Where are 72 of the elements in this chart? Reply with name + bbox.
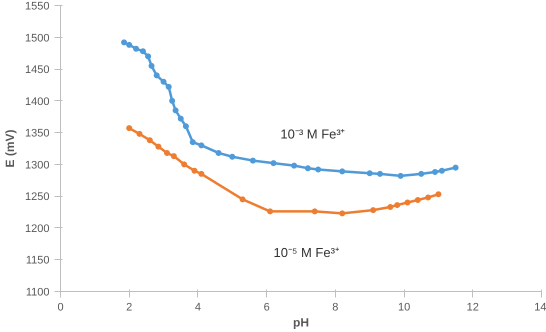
x-tick-label: 10	[398, 302, 410, 314]
y-tick-label: 1450	[25, 64, 50, 76]
point	[126, 125, 132, 132]
y-tick-label: 1500	[25, 32, 50, 44]
point	[387, 204, 394, 210]
x-tick-label: 6	[264, 302, 270, 314]
x-tick-label: 0	[57, 302, 64, 314]
point	[304, 165, 311, 172]
point	[155, 144, 162, 150]
x-tick-label: 12	[466, 302, 479, 314]
x-tick-label: 4	[194, 302, 201, 314]
y-tick-label: 1150	[26, 254, 50, 267]
point	[394, 202, 400, 208]
point	[140, 48, 146, 54]
point	[190, 139, 196, 146]
point	[425, 194, 432, 200]
y-tick-label: 1350	[25, 128, 50, 140]
point	[452, 164, 459, 171]
point	[169, 98, 176, 104]
point	[133, 46, 140, 52]
y-tick-label: 1100	[26, 286, 50, 298]
point	[160, 78, 167, 85]
x-axis-title: pH	[293, 316, 309, 330]
x-tick-label: 2	[126, 302, 132, 314]
point	[291, 162, 298, 169]
point	[267, 208, 274, 214]
text: 10⁻⁵ M Fe³⁺	[274, 245, 339, 260]
point	[404, 200, 411, 206]
x-tick-label: 8	[332, 302, 338, 314]
y-tick-label: 1200	[25, 222, 50, 235]
point	[170, 153, 177, 160]
point	[126, 42, 132, 48]
point	[146, 137, 153, 144]
point	[377, 170, 384, 177]
point	[198, 142, 204, 148]
point	[315, 166, 322, 172]
point	[181, 161, 188, 168]
y-axis-title: E (mV)	[3, 129, 18, 168]
point	[240, 196, 246, 202]
y-tick-label: 1250	[25, 191, 50, 204]
point	[166, 84, 172, 90]
point	[270, 160, 277, 166]
point	[229, 154, 236, 160]
point	[191, 168, 198, 174]
point	[136, 130, 143, 137]
point	[438, 168, 445, 174]
point	[418, 170, 424, 177]
point	[435, 191, 442, 198]
point	[198, 170, 204, 177]
point	[339, 168, 346, 174]
point	[145, 53, 152, 60]
y-tick-label: 1300	[25, 159, 50, 172]
point	[182, 123, 189, 130]
point	[121, 39, 128, 46]
point	[366, 170, 373, 176]
point	[148, 62, 155, 69]
point	[398, 172, 404, 179]
series-label: 10⁻³ M Fe³⁺	[280, 126, 345, 142]
point	[216, 150, 222, 156]
point	[164, 150, 170, 156]
point	[154, 72, 160, 78]
point	[414, 196, 421, 203]
point	[370, 207, 376, 214]
point	[312, 208, 318, 214]
point	[339, 210, 346, 216]
point	[178, 116, 184, 122]
x-tick-label: 14	[534, 302, 546, 314]
y-tick-label: 1400	[25, 96, 50, 108]
y-tick-label: 1550	[25, 0, 50, 12]
point	[250, 158, 256, 164]
point	[432, 169, 438, 176]
point	[172, 107, 179, 114]
